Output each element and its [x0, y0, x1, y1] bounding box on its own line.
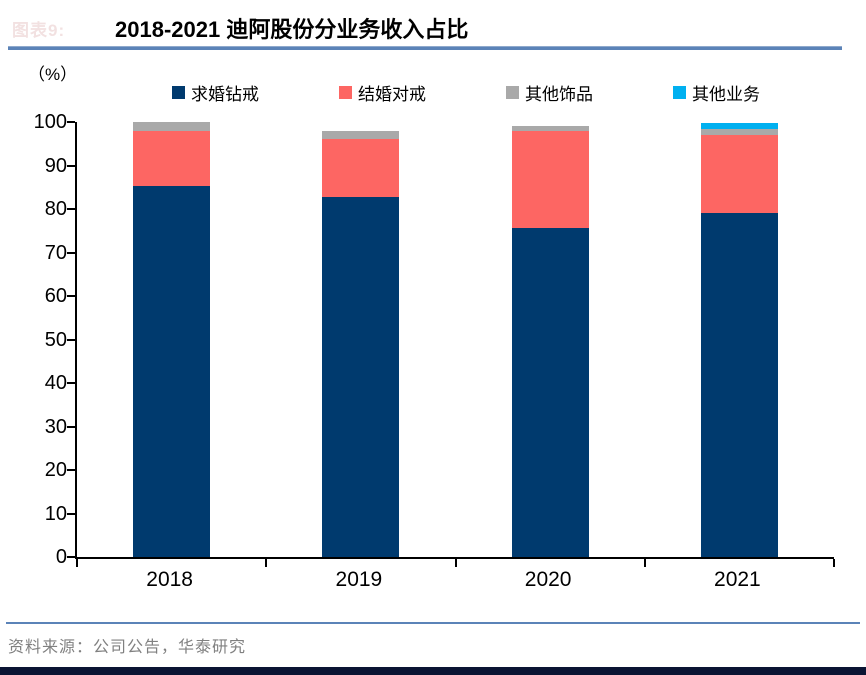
chart-legend: 求婚钻戒 结婚对戒 其他饰品 其他业务 — [172, 80, 760, 105]
bar-segment-2019-求婚钻戒 — [322, 197, 400, 557]
bar-segment-2020-其他饰品 — [511, 125, 589, 132]
x-axis-tick — [265, 559, 268, 567]
bar-segment-2021-其他业务 — [700, 122, 778, 129]
y-axis-tick-label: 70 — [44, 241, 67, 264]
y-axis-tick-label: 100 — [33, 111, 67, 133]
legend-label: 其他饰品 — [525, 85, 593, 104]
x-axis-label-2020: 2020 — [524, 568, 572, 591]
y-axis-tick-label: 0 — [55, 546, 67, 568]
bar-2018 — [133, 122, 211, 557]
bar-segment-2018-其他饰品 — [133, 122, 211, 131]
y-axis-tick-label: 30 — [44, 415, 67, 438]
bar-segment-2021-结婚对戒 — [700, 135, 778, 214]
bar-segment-2020-求婚钻戒 — [511, 228, 589, 557]
y-axis-tick — [67, 425, 75, 428]
chart-title: 2018-2021 迪阿股份分业务收入占比 — [115, 17, 469, 42]
legend-swatch-icon — [339, 86, 352, 99]
y-axis-tick — [67, 469, 75, 471]
y-axis-tick — [67, 121, 75, 124]
bar-segment-2020-结婚对戒 — [511, 131, 589, 229]
legend-label: 求婚钻戒 — [191, 85, 259, 104]
y-axis-tick — [67, 382, 75, 384]
y-axis-tick — [67, 295, 75, 297]
legend-swatch-icon — [172, 86, 185, 99]
y-axis-tick-label: 20 — [44, 459, 67, 481]
y-axis-tick-label: 80 — [44, 198, 67, 220]
legend-label: 其他业务 — [692, 85, 760, 104]
y-axis-tick — [67, 338, 75, 341]
legend-item-3: 其他业务 — [673, 80, 760, 105]
y-axis-tick — [67, 512, 75, 515]
x-axis-tick — [643, 559, 646, 567]
plot-area: 0 10 20 30 40 50 60 70 80 90 100 — [34, 112, 835, 567]
y-axis-tick — [67, 208, 75, 210]
x-axis-label-2018: 2018 — [146, 568, 193, 591]
y-axis-tick — [67, 164, 75, 167]
y-axis-tick — [67, 251, 75, 254]
y-axis-tick-label: 10 — [44, 502, 67, 525]
bar-2021 — [700, 122, 778, 557]
footer-divider-line — [6, 622, 860, 624]
bar-segment-2021-其他饰品 — [700, 128, 778, 136]
figure-label: 图表9: — [12, 21, 66, 40]
bar-segment-2018-求婚钻戒 — [133, 185, 211, 557]
x-axis-tick — [454, 559, 457, 567]
bar-2020 — [511, 125, 589, 557]
y-axis-tick-label: 60 — [44, 285, 67, 307]
legend-item-0: 求婚钻戒 — [172, 80, 259, 105]
legend-label: 结婚对戒 — [358, 85, 426, 104]
x-axis-label-2019: 2019 — [335, 568, 383, 591]
legend-item-2: 其他饰品 — [506, 80, 593, 105]
y-axis-unit-label: （%） — [28, 65, 78, 84]
bar-segment-2019-其他饰品 — [322, 131, 400, 139]
y-axis-tick-label: 40 — [44, 372, 67, 394]
legend-swatch-icon — [506, 86, 519, 99]
bottom-brand-strip — [0, 667, 866, 675]
title-underline-rule — [8, 46, 842, 50]
legend-item-1: 结婚对戒 — [339, 80, 426, 105]
y-axis-tick — [67, 556, 75, 558]
bar-segment-2018-结婚对戒 — [133, 130, 211, 186]
x-axis-tick — [76, 559, 78, 567]
bar-segment-2021-求婚钻戒 — [700, 213, 778, 557]
y-axis-tick-label: 50 — [44, 328, 67, 351]
source-note: 资料来源：公司公告，华泰研究 — [8, 639, 247, 656]
legend-swatch-icon — [673, 86, 686, 99]
bar-2019 — [322, 131, 400, 557]
y-axis-tick-label: 90 — [44, 154, 67, 177]
x-axis-label-2021: 2021 — [714, 568, 761, 591]
x-axis-tick — [833, 559, 835, 567]
bar-segment-2019-结婚对戒 — [322, 138, 400, 198]
